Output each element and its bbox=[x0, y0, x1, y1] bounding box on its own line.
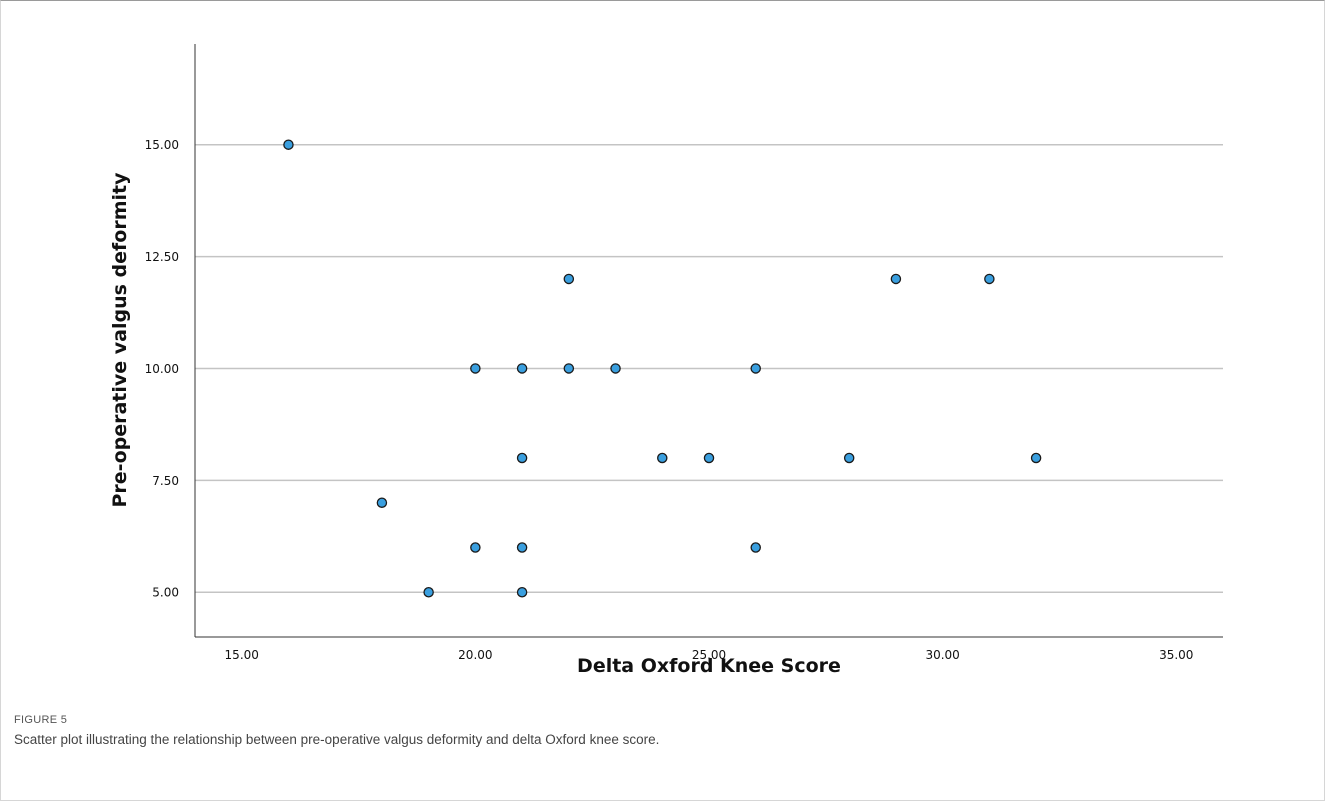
x-tick-label: 35.00 bbox=[1159, 648, 1193, 662]
data-point bbox=[891, 274, 900, 283]
y-axis-title: Pre-operative valgus deformity bbox=[109, 172, 131, 508]
y-tick-label: 7.50 bbox=[152, 474, 179, 488]
data-point bbox=[517, 588, 526, 597]
data-point bbox=[704, 453, 713, 462]
data-point bbox=[284, 140, 293, 149]
gridlines bbox=[195, 145, 1223, 593]
x-tick-label: 30.00 bbox=[925, 648, 959, 662]
data-point bbox=[471, 364, 480, 373]
axes bbox=[195, 44, 1223, 637]
data-point bbox=[564, 364, 573, 373]
data-point bbox=[751, 364, 760, 373]
x-axis-title: Delta Oxford Knee Score bbox=[577, 655, 841, 677]
x-tick-label: 20.00 bbox=[458, 648, 492, 662]
data-point bbox=[517, 543, 526, 552]
y-tick-label: 10.00 bbox=[145, 362, 179, 376]
data-point bbox=[377, 498, 386, 507]
figure-caption: Scatter plot illustrating the relationsh… bbox=[14, 732, 1304, 747]
data-point bbox=[1031, 453, 1040, 462]
data-point bbox=[424, 588, 433, 597]
y-tick-labels: 5.00 7.50 10.00 12.50 15.00 bbox=[145, 138, 179, 600]
data-point bbox=[517, 364, 526, 373]
figure-label: FIGURE 5 bbox=[14, 714, 67, 726]
data-point bbox=[658, 453, 667, 462]
data-point bbox=[611, 364, 620, 373]
data-point bbox=[845, 453, 854, 462]
data-point bbox=[985, 274, 994, 283]
y-tick-label: 15.00 bbox=[145, 138, 179, 152]
data-point bbox=[564, 274, 573, 283]
y-tick-label: 12.50 bbox=[145, 250, 179, 264]
data-point bbox=[517, 453, 526, 462]
x-tick-label: 15.00 bbox=[225, 648, 259, 662]
data-point bbox=[751, 543, 760, 552]
data-point bbox=[471, 543, 480, 552]
y-tick-label: 5.00 bbox=[152, 586, 179, 600]
